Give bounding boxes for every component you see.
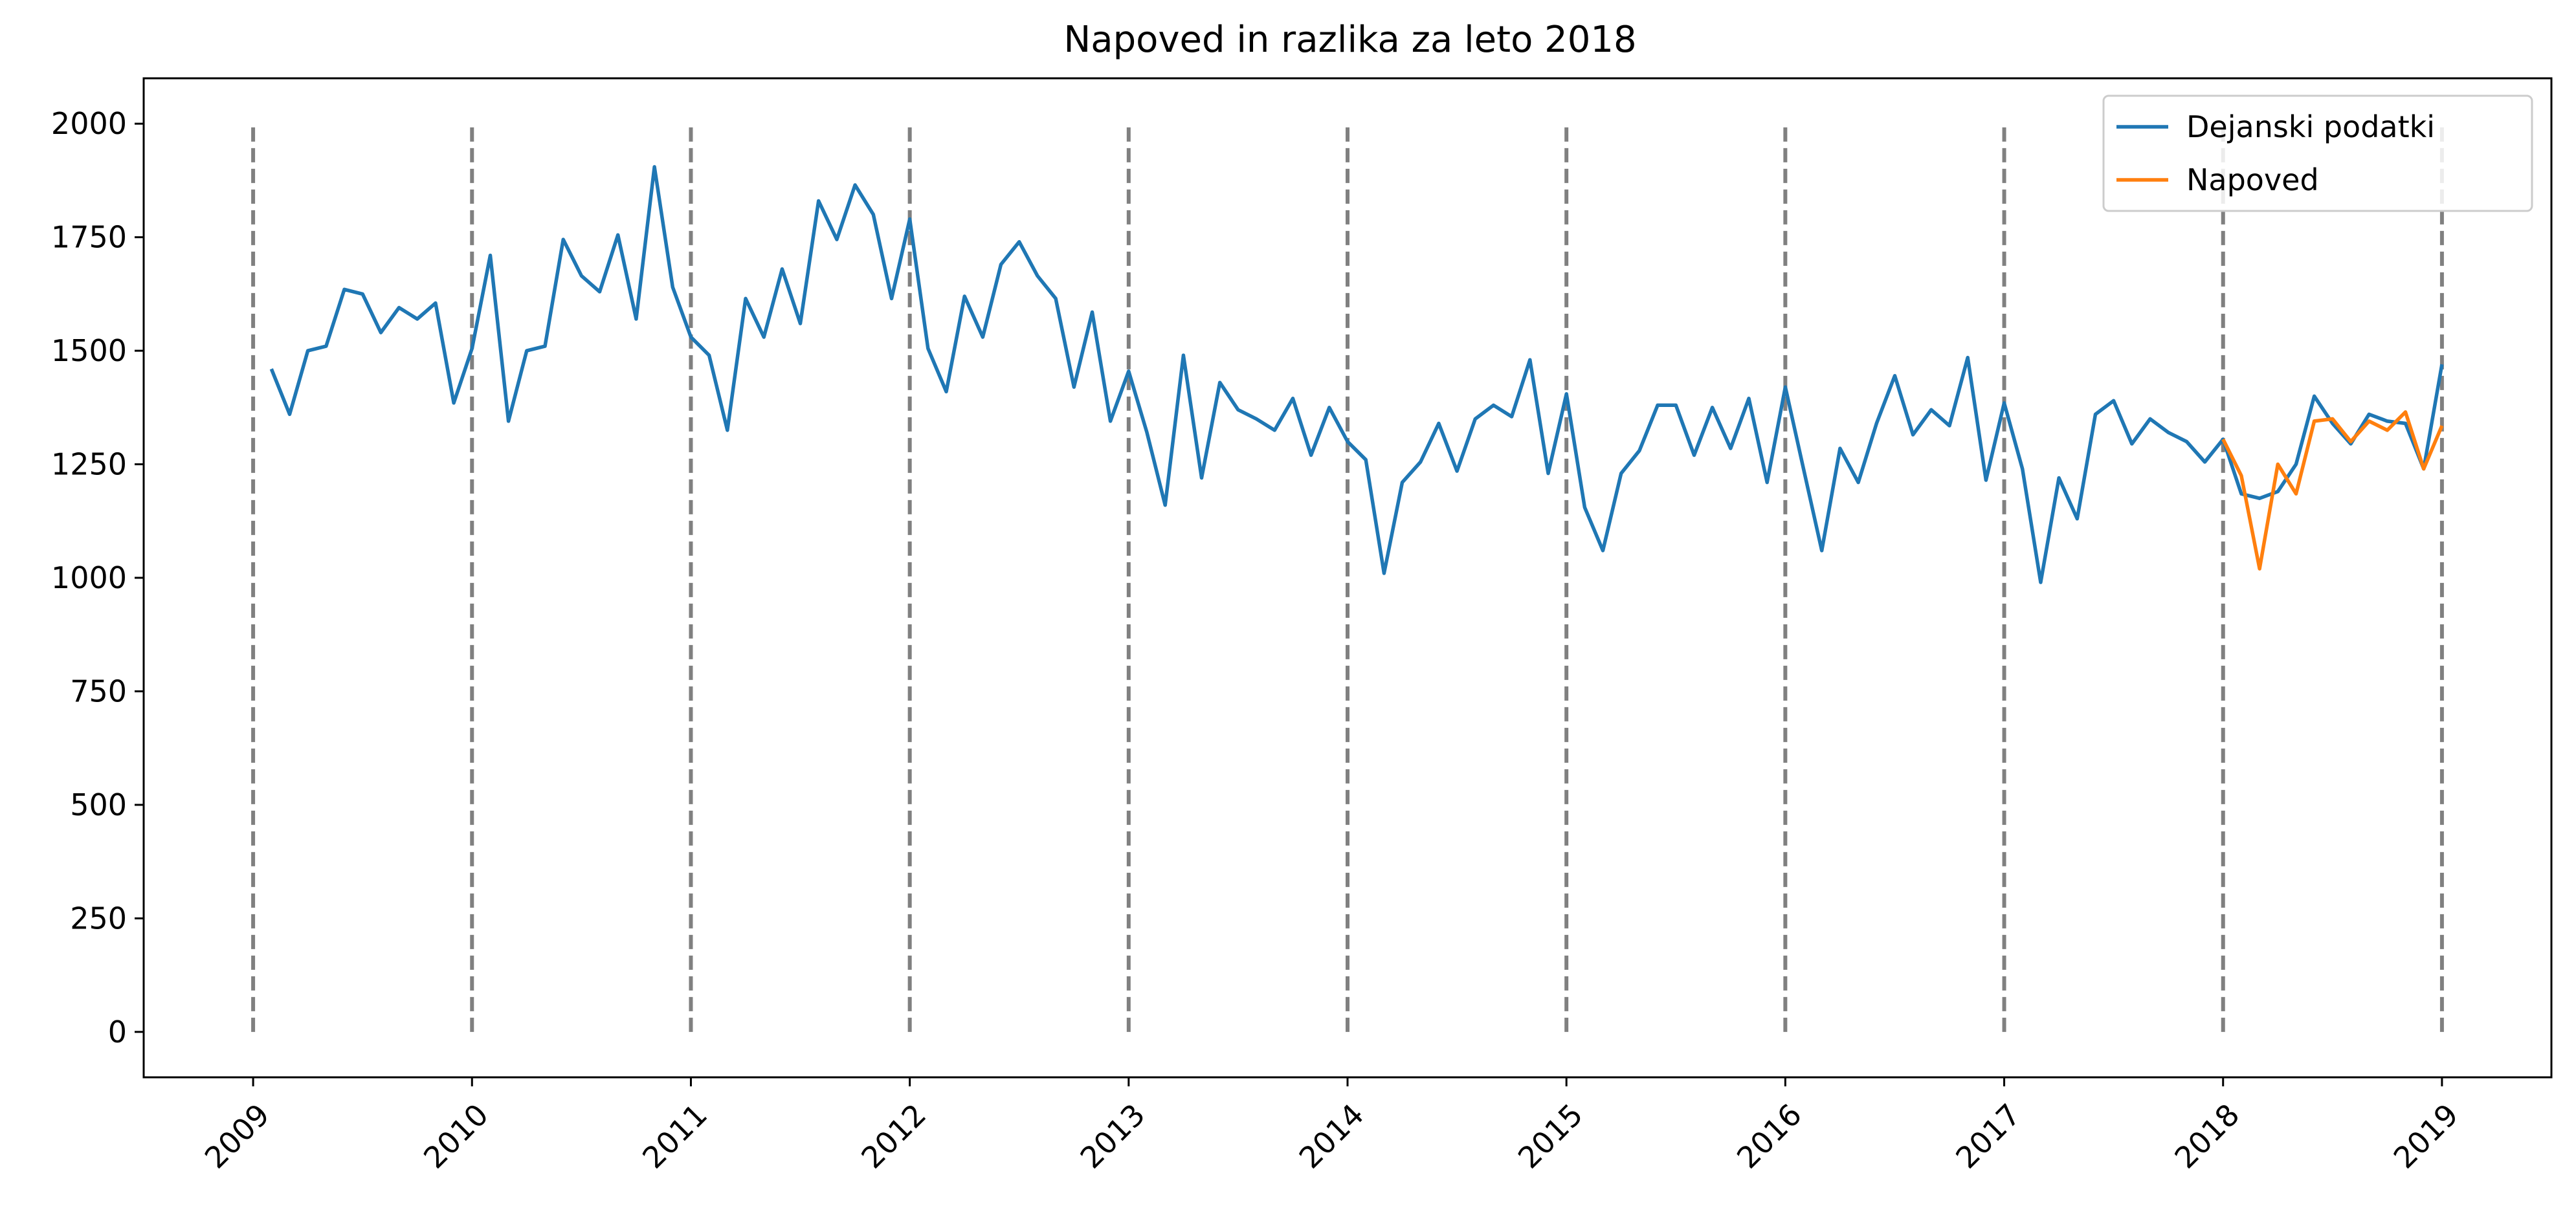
series-line	[269, 165, 2444, 584]
y-tick-label: 500	[70, 787, 127, 822]
series-lines	[269, 165, 2444, 584]
y-tick-label: 0	[108, 1015, 127, 1049]
series-line	[2221, 410, 2444, 571]
x-tick-label: 2012	[854, 1097, 933, 1175]
chart-title: Napoved in razlika za leto 2018	[1063, 19, 1636, 61]
x-tick-label: 2017	[1949, 1097, 2027, 1175]
x-tick-label: 2009	[198, 1097, 276, 1175]
y-tick-label: 750	[70, 674, 127, 708]
y-tick-label: 1500	[51, 333, 127, 368]
y-tick-label: 1750	[51, 220, 127, 255]
x-tick-label: 2011	[636, 1097, 714, 1175]
y-tick-label: 1000	[51, 560, 127, 595]
legend: Dejanski podatki Napoved	[2102, 94, 2533, 212]
x-tick-label: 2013	[1073, 1097, 1151, 1175]
x-tick-label: 2016	[1730, 1097, 1808, 1175]
x-tick-label: 2018	[2168, 1097, 2246, 1175]
year-marker-lines	[251, 124, 2444, 1032]
legend-box	[2102, 94, 2533, 212]
x-tick-label: 2010	[417, 1097, 495, 1175]
y-tick-label: 250	[70, 901, 127, 936]
y-axis: 0 250 500 750 1000 1250 1500 1750 2000	[51, 106, 144, 1049]
y-tick-label: 2000	[51, 106, 127, 141]
legend-label: Dejanski podatki	[2186, 109, 2435, 144]
legend-label: Napoved	[2186, 162, 2319, 197]
x-tick-label: 2015	[1511, 1097, 1590, 1175]
x-tick-label: 2019	[2387, 1097, 2465, 1175]
x-tick-label: 2014	[1293, 1097, 1371, 1175]
y-tick-label: 1250	[51, 447, 127, 482]
x-axis: 2009 2010 2011 2012 2013 2014 2015 2016 2017 2018…	[198, 1077, 2465, 1175]
